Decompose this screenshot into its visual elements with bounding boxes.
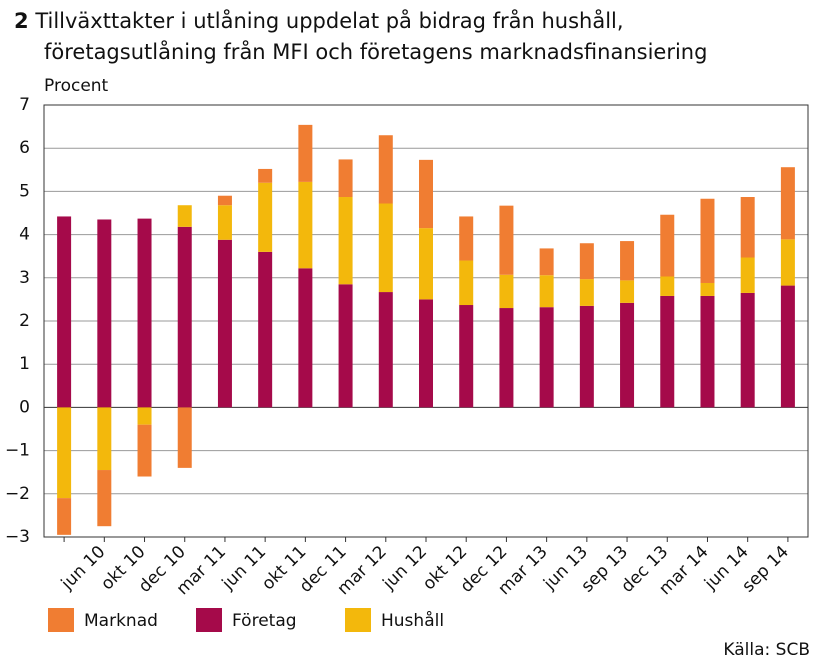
bar-segment: [459, 305, 474, 408]
bar-segment: [137, 407, 152, 425]
legend-label: Hushåll: [381, 610, 444, 631]
legend-swatch: [196, 608, 222, 632]
bar-segment: [579, 279, 594, 306]
bar-segment: [419, 159, 433, 229]
bar-segment: [660, 295, 675, 408]
bar-segment: [419, 228, 433, 300]
y-tick-label: 2: [19, 311, 30, 331]
bar-segment: [579, 305, 594, 408]
figure-number: 2: [14, 9, 29, 33]
bar-segment: [459, 260, 474, 306]
bar-segment: [258, 251, 273, 408]
bar-segment: [539, 275, 554, 308]
bar-segment: [57, 216, 72, 408]
y-tick-label: 3: [19, 268, 30, 288]
x-tick-label: jun 11: [218, 542, 271, 595]
bar-segment: [217, 205, 232, 240]
bar-segment: [499, 205, 514, 275]
x-tick-label: jun 12: [379, 542, 432, 595]
bar-segment: [217, 239, 232, 408]
bar-segment: [258, 168, 273, 183]
bar-segment: [378, 292, 393, 408]
legend-swatch: [48, 608, 74, 632]
y-tick-label: −2: [5, 484, 30, 504]
bar-segment: [459, 216, 474, 261]
bar-segment: [57, 498, 72, 535]
bar-segment: [700, 282, 715, 296]
bar-segment: [137, 218, 152, 408]
y-tick-label: 5: [19, 181, 30, 201]
y-tick-label: −1: [5, 441, 30, 461]
bar-segment: [700, 295, 715, 408]
bar-segment: [660, 214, 675, 277]
bar-segment: [177, 407, 192, 468]
bar-segment: [57, 407, 72, 499]
y-axis-label: Procent: [44, 76, 109, 96]
bar-segment: [539, 307, 554, 408]
bar-segment: [298, 124, 313, 182]
bar-segment: [780, 285, 795, 408]
bar-segment: [338, 284, 353, 408]
y-tick-label: 6: [19, 138, 30, 158]
bar-segment: [97, 407, 112, 471]
title-text: Tillväxttakter i utlåning uppdelat på bi…: [34, 8, 623, 33]
x-tick-label: jun 10: [57, 542, 110, 595]
bar-segment: [700, 198, 715, 283]
bar-segment: [378, 203, 393, 293]
source: Källa: SCB: [723, 640, 810, 660]
y-tick-label: 1: [19, 354, 30, 374]
bar-segment: [579, 243, 594, 280]
bar-segment: [177, 205, 192, 227]
bar-segment: [338, 159, 353, 198]
bar-segment: [499, 274, 514, 309]
y-tick-label: 0: [19, 397, 30, 417]
bar-segment: [780, 167, 795, 240]
chart-title-line: 2 Tillväxttakter i utlåning uppdelat på …: [14, 8, 624, 33]
legend-swatch: [345, 608, 371, 632]
bar-segment: [740, 292, 755, 408]
bar-segment: [499, 308, 514, 408]
bar-segment: [780, 239, 795, 286]
bar-segment: [97, 470, 112, 527]
bar-segment: [137, 424, 152, 477]
chart-title-line: företagsutlåning från MFI och företagens…: [44, 39, 707, 64]
bar-segment: [539, 248, 554, 276]
y-tick-label: −3: [5, 527, 30, 547]
bar-segment: [258, 182, 273, 252]
bar-segment: [740, 197, 755, 258]
bar-segment: [620, 280, 635, 303]
bar-segment: [419, 299, 433, 408]
bar-segment: [298, 181, 313, 269]
bar-segment: [217, 195, 232, 206]
y-tick-label: 4: [19, 225, 30, 245]
bar-segment: [177, 226, 192, 408]
bar-segment: [660, 276, 675, 296]
bar-segment: [378, 135, 393, 204]
y-tick-label: 7: [19, 95, 30, 115]
bar-segment: [620, 241, 635, 281]
legend-label: Marknad: [84, 611, 158, 631]
bar-segment: [620, 302, 635, 408]
bar-segment: [298, 268, 313, 408]
legend-label: Företag: [232, 611, 297, 631]
bar-segment: [97, 219, 112, 408]
bar-segment: [338, 197, 353, 285]
bar-segment: [740, 257, 755, 293]
